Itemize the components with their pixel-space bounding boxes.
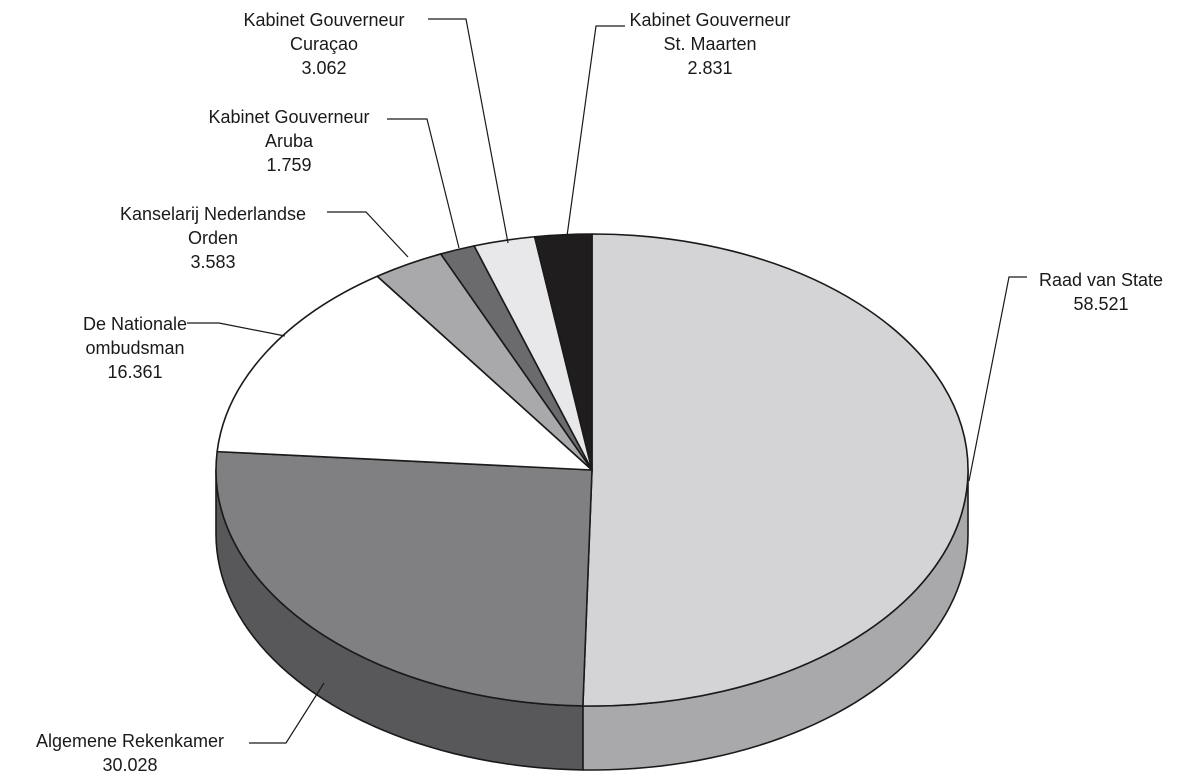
slice-label-3-0: Kanselarij Nederlandse: [120, 204, 306, 224]
slice-value-0: 58.521: [1073, 294, 1128, 314]
leader-line-6: [566, 25, 625, 237]
leader-lines: [187, 18, 1027, 744]
slice-label-6-1: St. Maarten: [663, 34, 756, 54]
leader-line-5: [428, 18, 509, 244]
slice-value-4: 1.759: [266, 155, 311, 175]
slice-value-1: 30.028: [102, 755, 157, 775]
slice-label-4-0: Kabinet Gouverneur: [208, 107, 369, 127]
slice-2: [216, 275, 593, 471]
slice-label-3-1: Orden: [188, 228, 238, 248]
leader-line-0: [968, 276, 1027, 482]
slice-label-4-1: Aruba: [265, 131, 314, 151]
slice-value-2: 16.361: [107, 362, 162, 382]
slice-label-2-0: De Nationale: [83, 314, 187, 334]
leader-line-3: [327, 211, 409, 258]
slice-label-1-0: Algemene Rekenkamer: [36, 731, 224, 751]
slice-labels: Raad van State 58.521 Algemene Rekenkamer 3…: [36, 10, 1163, 775]
pie-slices: [215, 233, 969, 707]
slice-value-3: 3.583: [190, 252, 235, 272]
slice-label-5-1: Curaçao: [290, 34, 358, 54]
slice-label-0-0: Raad van State: [1039, 270, 1163, 290]
slice-value-5: 3.062: [301, 58, 346, 78]
slice-1: [215, 450, 593, 707]
leader-line-1: [249, 682, 325, 744]
slice-6: [533, 233, 593, 471]
slice-label-6-0: Kabinet Gouverneur: [629, 10, 790, 30]
leader-line-2: [187, 322, 286, 337]
slice-0: [582, 233, 969, 707]
slice-value-6: 2.831: [687, 58, 732, 78]
slice-label-5-0: Kabinet Gouverneur: [243, 10, 404, 30]
slice-label-2-1: ombudsman: [85, 338, 184, 358]
leader-line-4: [387, 118, 460, 249]
